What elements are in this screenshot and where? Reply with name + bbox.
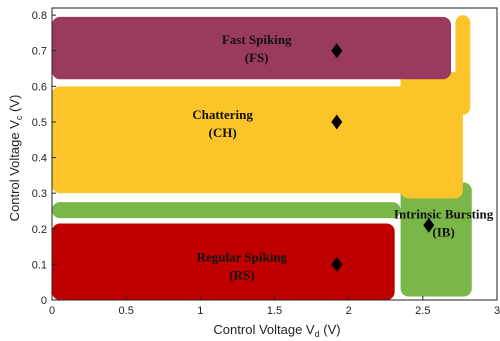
x-axis-label-main: Control Voltage V	[213, 322, 315, 337]
x-tick-label-0: 0	[49, 305, 55, 317]
region-chattering-area-1	[400, 72, 463, 199]
region-intrinsic-bursting-area-0	[52, 202, 401, 219]
region-chattering-area-0	[52, 86, 460, 194]
labels-layer: Intrinsic Bursting (IB) Regular Spiking (RS…	[192, 32, 494, 282]
region-sublabel-regular-spiking: (RS)	[229, 267, 254, 282]
regions-layer	[52, 15, 472, 300]
y-tick-label-4: 0.4	[32, 153, 47, 165]
x-axis-label: Control Voltage Vd (V)	[213, 322, 340, 339]
x-tick-label-3: 1.5	[267, 305, 282, 317]
x-tick-label-2: 1	[197, 305, 203, 317]
marker-chattering	[331, 114, 343, 130]
y-axis-label: Control Voltage Vc (V)	[7, 95, 24, 222]
region-chattering-area-2	[455, 15, 471, 115]
y-tick-label-6: 0.6	[32, 81, 47, 93]
region-intrinsic-bursting-area-1	[400, 182, 472, 297]
region-label-regular-spiking: Regular Spiking	[197, 249, 288, 264]
y-axis-label-unit: (V)	[7, 95, 22, 116]
axes-layer: 0 0.5 1 1.5 2 2.5 3 0 0.1 0.2 0.3 0.4 0.5 0.6 0.7 0.8	[32, 7, 500, 317]
y-tick-label-2: 0.2	[32, 224, 47, 236]
y-tick-label-5: 0.5	[32, 117, 47, 129]
marker-fast-spiking	[331, 43, 343, 59]
x-tick-label-4: 2	[346, 305, 352, 317]
region-sublabel-intrinsic-bursting: (IB)	[432, 225, 454, 240]
region-chattering	[52, 15, 471, 199]
region-label-intrinsic-bursting: Intrinsic Bursting	[394, 207, 494, 222]
region-label-chattering: Chattering	[192, 107, 253, 122]
y-tick-label-3: 0.3	[32, 188, 47, 200]
y-tick-label-0: 0	[41, 295, 47, 307]
region-sublabel-fast-spiking: (FS)	[245, 50, 269, 65]
x-axis-label-sub: d	[315, 329, 320, 339]
region-label-fast-spiking: Fast Spiking	[222, 32, 292, 47]
y-axis-label-main: Control Voltage V	[7, 120, 22, 222]
region-intrinsic-bursting	[52, 182, 472, 297]
marker-regular-spiking	[331, 256, 343, 272]
marker-intrinsic-bursting	[423, 217, 435, 233]
x-tick-label-5: 2.5	[415, 305, 430, 317]
region-fast-spiking	[52, 16, 452, 80]
y-tick-label-1: 0.1	[32, 259, 47, 271]
region-regular-spiking-area-0	[52, 223, 395, 300]
x-tick-label-6: 3	[494, 305, 500, 317]
x-tick-label-1: 0.5	[119, 305, 134, 317]
y-tick-label-8: 0.8	[32, 10, 47, 22]
region-sublabel-chattering: (CH)	[208, 125, 236, 140]
region-regular-spiking	[52, 223, 395, 300]
region-fast-spiking-area-0	[52, 16, 452, 80]
y-tick-label-7: 0.7	[32, 46, 47, 58]
x-axis-label-unit: (V)	[320, 322, 341, 337]
y-axis-label-sub: c	[14, 115, 24, 120]
